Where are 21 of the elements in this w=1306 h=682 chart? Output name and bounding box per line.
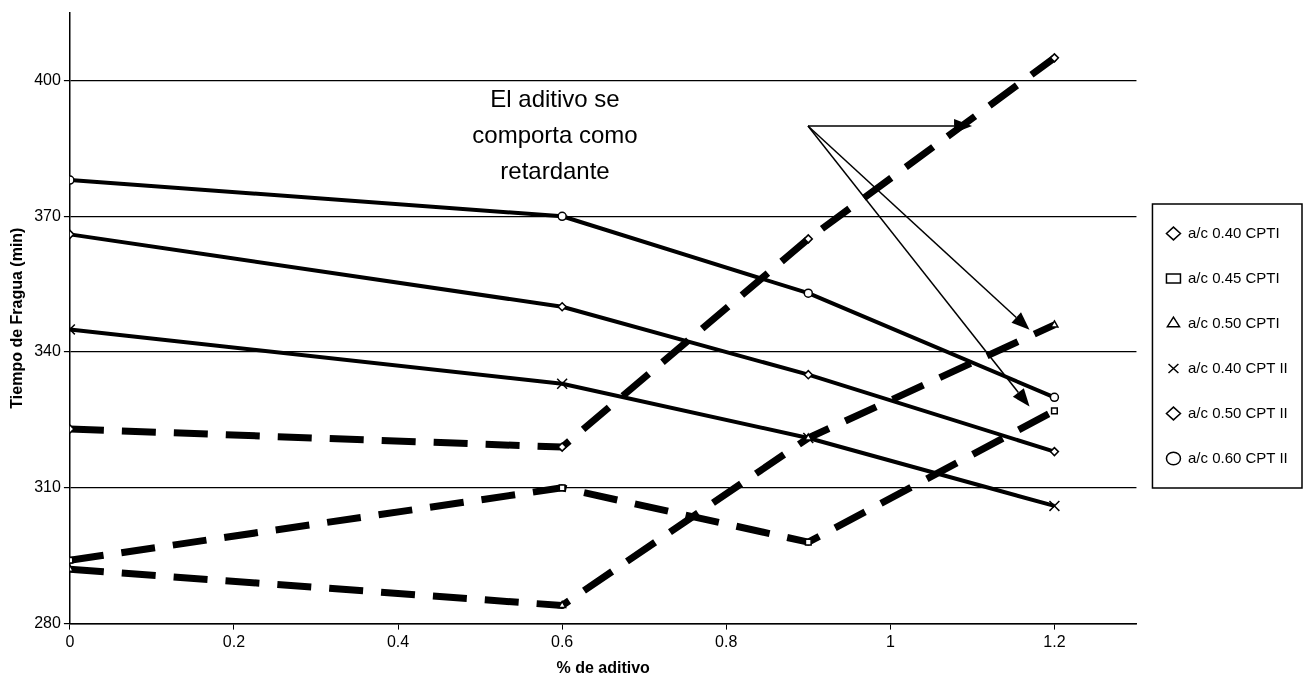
y-tick-label: 370	[34, 206, 61, 224]
annotation: El aditivo se comporta como retardante	[472, 84, 638, 184]
y-tick-label: 400	[34, 70, 61, 88]
x-tick-label: 0	[65, 632, 75, 650]
y-axis-title: Tiempo de Fragua (min)	[8, 227, 26, 409]
x-axis-title: % de aditivo	[556, 658, 651, 676]
x-tick-label: 0.8	[715, 632, 738, 650]
x-tick-label: 1.2	[1043, 632, 1066, 650]
legend-label: a/c 0.50 CPT II	[1187, 403, 1288, 421]
legend-label: a/c 0.50 CPTI	[1187, 313, 1280, 331]
y-tick-label: 310	[34, 478, 61, 496]
legend-label: a/c 0.40 CPT II	[1187, 358, 1288, 376]
legend-label: a/c 0.40 CPTI	[1187, 223, 1280, 241]
x-tick-label: 1	[885, 632, 895, 650]
legend-label: a/c 0.60 CPT II	[1187, 448, 1288, 466]
y-tick-label: 340	[34, 342, 61, 360]
x-tick-label: 0.6	[551, 632, 574, 650]
legend-label: a/c 0.45 CPTI	[1187, 268, 1280, 286]
y-tick-label: 280	[34, 614, 61, 632]
x-tick-label: 0.2	[222, 632, 246, 650]
x-tick-label: 0.4	[386, 632, 410, 650]
